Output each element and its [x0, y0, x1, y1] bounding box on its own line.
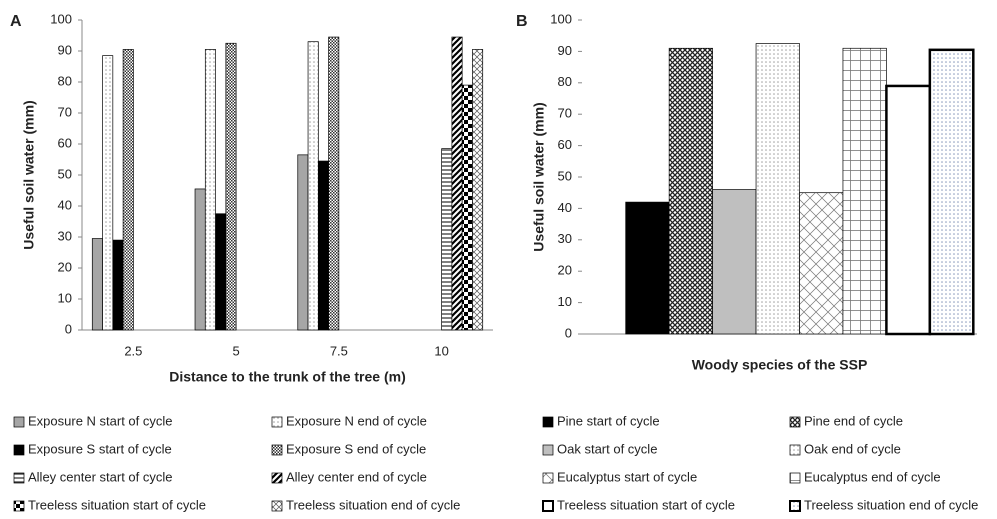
x-axis-title: Woody species of the SSP: [692, 357, 868, 373]
legend-label: Pine end of cycle: [804, 413, 903, 428]
x-axis-title: Distance to the trunk of the tree (m): [169, 369, 405, 385]
bar: [712, 189, 757, 335]
x-tick-label: 2.5: [124, 343, 142, 358]
y-tick-label: 40: [58, 197, 72, 212]
y-tick-label: 0: [565, 325, 572, 340]
legend-swatch: [542, 500, 554, 512]
bar: [755, 43, 800, 335]
y-tick-label: 20: [58, 259, 72, 274]
legend-label: Treeless situation start of cycle: [28, 497, 206, 512]
bar: [102, 55, 114, 331]
bar: [307, 41, 319, 331]
panel-label: B: [516, 13, 528, 30]
bar: [461, 84, 473, 331]
legend-swatch: [271, 500, 283, 512]
y-tick-label: 30: [558, 231, 572, 246]
y-tick-label: 60: [558, 137, 572, 152]
bar: [297, 154, 309, 331]
y-tick-label: 10: [58, 290, 72, 305]
legend-swatch: [271, 416, 283, 428]
y-tick-label: 0: [65, 321, 72, 336]
legend-swatch: [13, 444, 25, 456]
bar: [842, 47, 887, 335]
y-tick-label: 40: [558, 200, 572, 215]
x-tick-label: 10: [434, 343, 448, 358]
y-tick-label: 80: [558, 74, 572, 89]
legend-swatch: [542, 472, 554, 484]
y-tick-label: 50: [558, 168, 572, 183]
legend-swatch: [789, 444, 801, 456]
legend-label: Eucalyptus end of cycle: [804, 469, 941, 484]
bar: [215, 213, 227, 331]
y-tick-label: 30: [58, 228, 72, 243]
bar: [472, 49, 484, 331]
legend-swatch: [271, 472, 283, 484]
legend-label: Pine start of cycle: [557, 413, 660, 428]
bar: [204, 49, 216, 331]
legend-label: Exposure N end of cycle: [286, 413, 427, 428]
legend-swatch: [542, 416, 554, 428]
legend-label: Oak start of cycle: [557, 441, 657, 456]
y-tick-label: 90: [558, 43, 572, 58]
legend-label: Oak end of cycle: [804, 441, 901, 456]
bar: [91, 238, 103, 331]
bar: [112, 239, 124, 331]
legend-label: Treeless situation end of cycle: [286, 497, 460, 512]
bar: [194, 188, 206, 331]
legend-label: Exposure S start of cycle: [28, 441, 172, 456]
legend-swatch: [789, 500, 801, 512]
bar: [328, 36, 340, 331]
y-tick-label: 60: [58, 135, 72, 150]
bar: [668, 47, 713, 335]
legend-swatch: [789, 416, 801, 428]
y-tick-label: 100: [550, 11, 572, 26]
bar: [625, 201, 670, 335]
bar: [441, 148, 453, 331]
bar: [451, 36, 463, 331]
legend-swatch: [13, 472, 25, 484]
legend-label: Treeless situation end of cycle: [804, 497, 978, 512]
legend-label: Exposure S end of cycle: [286, 441, 426, 456]
y-axis-title: Useful soil water (mm): [21, 100, 37, 249]
bar: [799, 192, 844, 335]
legend-label: Alley center end of cycle: [286, 469, 427, 484]
legend-label: Exposure N start of cycle: [28, 413, 173, 428]
y-tick-label: 20: [558, 263, 572, 278]
y-tick-label: 70: [558, 106, 572, 121]
y-tick-label: 10: [558, 294, 572, 309]
bar: [317, 160, 329, 331]
x-tick-label: 5: [233, 343, 240, 358]
legend-label: Treeless situation start of cycle: [557, 497, 735, 512]
legend-label: Alley center start of cycle: [28, 469, 173, 484]
y-tick-label: 100: [50, 11, 72, 26]
panel-label: A: [10, 13, 22, 30]
bar: [122, 49, 134, 331]
bar: [928, 48, 975, 336]
legend-swatch: [271, 444, 283, 456]
bar: [885, 84, 932, 336]
legend-label: Eucalyptus start of cycle: [557, 469, 697, 484]
x-tick-label: 7.5: [330, 343, 348, 358]
y-tick-label: 70: [58, 104, 72, 119]
legend-swatch: [13, 416, 25, 428]
legend-swatch: [13, 500, 25, 512]
bar: [225, 42, 237, 331]
y-tick-label: 50: [58, 166, 72, 181]
legend-swatch: [789, 472, 801, 484]
legend-swatch: [542, 444, 554, 456]
y-tick-label: 90: [58, 42, 72, 57]
y-tick-label: 80: [58, 73, 72, 88]
y-axis-title: Useful soil water (mm): [531, 102, 547, 251]
